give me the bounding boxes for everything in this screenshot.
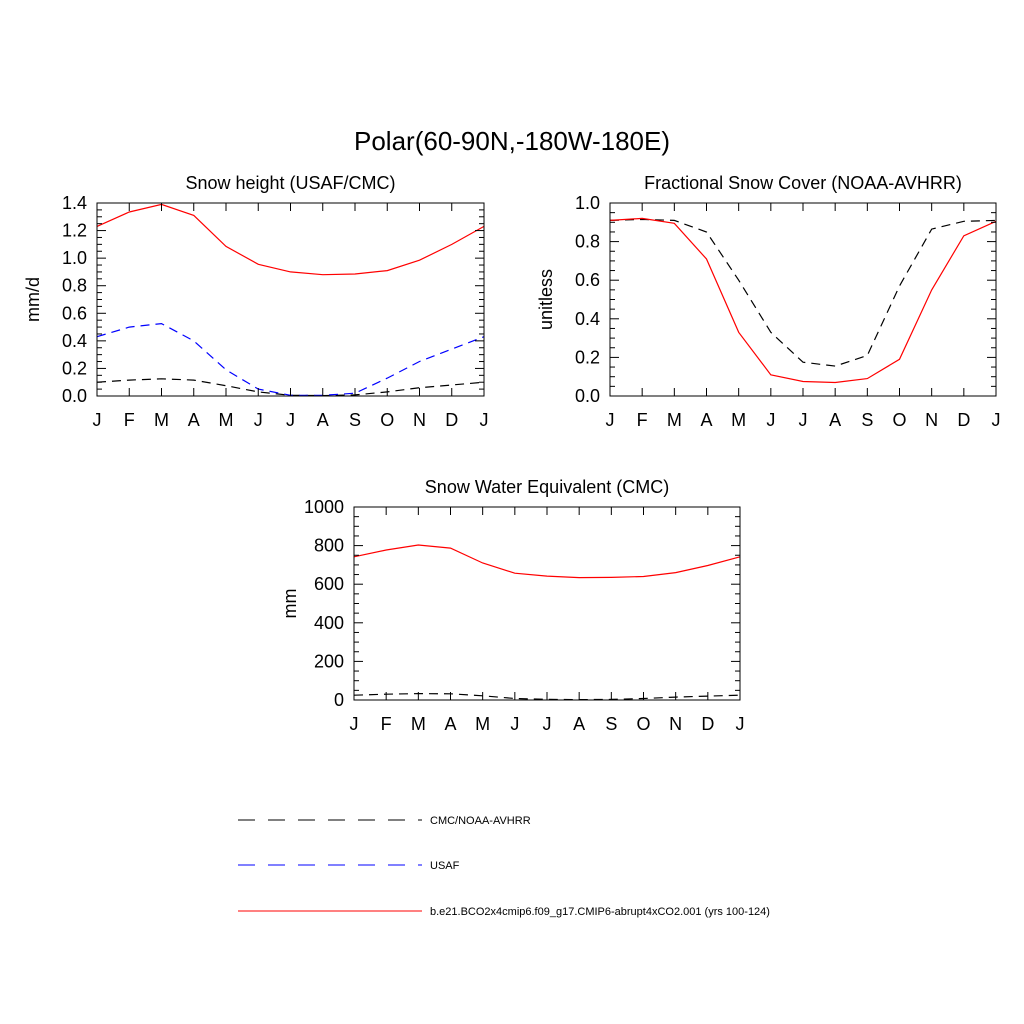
y-tick-label: 0.8 — [575, 232, 600, 252]
y-axis-label: mm — [280, 589, 300, 619]
x-tick-label: M — [731, 410, 746, 430]
y-tick-label: 1.0 — [575, 193, 600, 213]
y-tick-label: 1.4 — [62, 193, 87, 213]
x-tick-label: J — [254, 410, 263, 430]
x-tick-label: D — [701, 714, 714, 734]
chart-title: Fractional Snow Cover (NOAA-AVHRR) — [644, 173, 962, 193]
legend-label: b.e21.BCO2x4cmip6.f09_g17.CMIP6-abrupt4x… — [430, 906, 770, 918]
plot-frame — [353, 506, 741, 701]
x-tick-label: A — [829, 410, 841, 430]
x-tick-label: O — [892, 410, 906, 430]
x-tick-label: J — [510, 714, 519, 734]
x-tick-label: M — [411, 714, 426, 734]
x-tick-label: F — [124, 410, 135, 430]
series-line — [96, 322, 485, 396]
y-tick-label: 0.6 — [62, 303, 87, 323]
y-tick-label: 0.6 — [575, 270, 600, 290]
x-tick-label: A — [188, 410, 200, 430]
x-tick-label: M — [219, 410, 234, 430]
y-tick-label: 600 — [314, 574, 344, 594]
y-tick-label: 0.4 — [575, 309, 600, 329]
x-tick-label: F — [381, 714, 392, 734]
x-tick-label: J — [480, 410, 489, 430]
x-tick-label: D — [957, 410, 970, 430]
x-tick-label: A — [444, 714, 456, 734]
y-tick-label: 400 — [314, 613, 344, 633]
plot-frame — [609, 202, 997, 397]
y-tick-label: 0.4 — [62, 331, 87, 351]
x-tick-label: J — [543, 714, 552, 734]
y-axis-label: unitless — [536, 269, 556, 330]
y-tick-label: 0.2 — [62, 358, 87, 378]
x-tick-label: O — [636, 714, 650, 734]
figure-title: Polar(60-90N,-180W-180E) — [354, 126, 670, 156]
y-tick-label: 0.2 — [575, 347, 600, 367]
x-tick-label: M — [154, 410, 169, 430]
x-tick-label: A — [317, 410, 329, 430]
x-tick-label: N — [413, 410, 426, 430]
legend-label: CMC/NOAA-AVHRR — [430, 815, 531, 827]
x-tick-label: N — [925, 410, 938, 430]
x-tick-label: J — [799, 410, 808, 430]
series-line — [609, 218, 997, 367]
y-tick-label: 1.2 — [62, 221, 87, 241]
y-tick-label: 1.0 — [62, 248, 87, 268]
plot-frame — [96, 202, 485, 397]
y-tick-label: 800 — [314, 536, 344, 556]
x-tick-label: J — [350, 714, 359, 734]
x-tick-label: M — [667, 410, 682, 430]
x-tick-label: D — [445, 410, 458, 430]
y-tick-label: 200 — [314, 651, 344, 671]
x-tick-label: J — [93, 410, 102, 430]
chart-panels: Snow height (USAF/CMC)mm/dJ F M A M J J A S O N D J0… — [23, 173, 1001, 734]
x-tick-label: F — [637, 410, 648, 430]
x-tick-label: O — [380, 410, 394, 430]
x-tick-label: S — [605, 714, 617, 734]
y-tick-label: 0.0 — [575, 386, 600, 406]
series-line — [353, 544, 741, 579]
x-tick-label: J — [992, 410, 1001, 430]
y-tick-label: 0.8 — [62, 276, 87, 296]
x-tick-label: A — [573, 714, 585, 734]
x-tick-label: S — [349, 410, 361, 430]
x-tick-label: J — [766, 410, 775, 430]
y-axis-label: mm/d — [23, 277, 43, 322]
chart-title: Snow Water Equivalent (CMC) — [425, 477, 669, 497]
series-line — [96, 378, 485, 397]
chart-title: Snow height (USAF/CMC) — [185, 173, 395, 193]
series-line — [609, 217, 997, 384]
y-tick-label: 1000 — [304, 497, 344, 517]
y-tick-label: 0.0 — [62, 386, 87, 406]
chart-panel-2: Fractional Snow Cover (NOAA-AVHRR) unitle… — [536, 173, 1001, 430]
y-tick-label: 0 — [334, 690, 344, 710]
x-tick-label: N — [669, 714, 682, 734]
x-tick-label: S — [861, 410, 873, 430]
legend-label: USAF — [430, 860, 460, 872]
series-line — [96, 203, 485, 276]
chart-panel-3: Snow Water Equivalent (CMC)mmJ F M A M J J A S O N… — [280, 477, 745, 734]
x-tick-label: A — [700, 410, 712, 430]
x-tick-label: M — [475, 714, 490, 734]
chart-panel-1: Snow height (USAF/CMC)mm/dJ F M A M J J A S O N D J0… — [23, 173, 489, 430]
x-tick-label: J — [606, 410, 615, 430]
x-tick-label: J — [286, 410, 295, 430]
chart-legend: CMC/NOAA-AVHRR USAF b.e21.BCO2x4cmip6.f09_… — [238, 815, 770, 918]
x-tick-label: J — [736, 714, 745, 734]
